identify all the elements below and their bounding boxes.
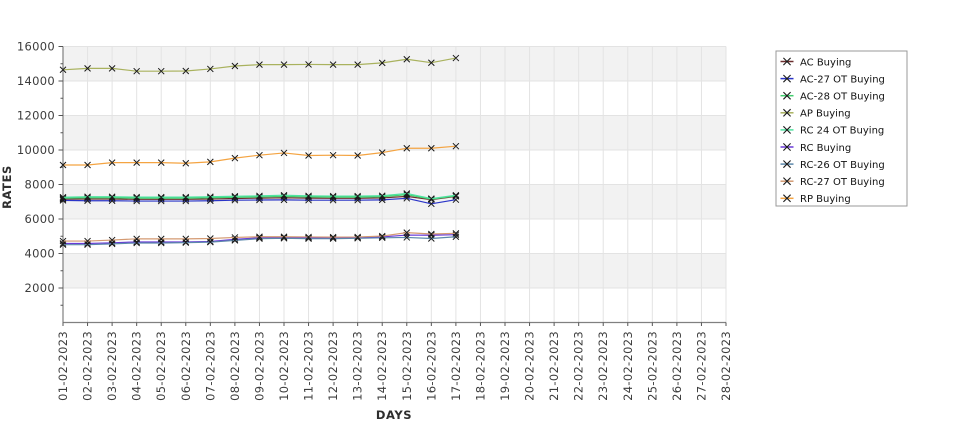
axes [58,46,727,326]
x-tick-label: 16-02-2023 [424,331,438,401]
series-markers-rc-27-ot-buying [59,229,460,245]
x-tick-label: 20-02-2023 [523,331,537,401]
legend-x-marker-icon [783,125,791,134]
legend: AC Buying AC-27 OT Buying AC-28 OT Buying A… [775,50,908,207]
legend-item-ac-27-ot-buying: AC-27 OT Buying [780,74,885,85]
legend-label: RP Buying [800,194,851,205]
legend-x-marker-icon [783,57,791,66]
legend-x-marker-icon [783,177,791,186]
y-tick-label: 14000 [17,74,55,88]
plot-band [63,184,726,219]
series-markers-rp-buying [59,142,460,169]
x-tick-label: 21-02-2023 [547,331,561,401]
legend-x-marker-icon [783,160,791,169]
x-tick-label: 04-02-2023 [130,331,144,401]
series-markers-rc-26-ot-buying [59,233,460,249]
series-markers-ac-27-ot-buying [59,194,460,208]
legend-label: AC-27 OT Buying [800,74,885,85]
legend-item-rc-27-ot-buying: RC-27 OT Buying [780,177,885,188]
plot-band [63,253,726,288]
legend-x-marker-icon [783,91,791,100]
x-tick-label: 08-02-2023 [228,331,242,401]
data-series [59,54,460,249]
x-tick-label: 12-02-2023 [326,331,340,401]
x-tick-label: 07-02-2023 [203,331,217,401]
legend-item-ac-buying: AC Buying [780,57,851,68]
x-tick-label: 28-02-2023 [719,331,733,401]
x-tick-label: 24-02-2023 [621,331,635,401]
plot-band [63,115,726,150]
x-tick-label: 26-02-2023 [670,331,684,401]
legend-item-rc-24-ot-buying: RC 24 OT Buying [780,125,884,137]
x-tick-label: 13-02-2023 [351,331,365,401]
x-tick-label: 02-02-2023 [81,331,95,401]
gridlines [62,46,727,323]
plot-bands [63,46,726,288]
plot-band [63,46,726,81]
x-tick-label: 18-02-2023 [473,331,487,401]
x-tick-label: 23-02-2023 [596,331,610,401]
x-axis-title: DAYS [376,408,412,422]
legend-x-marker-icon [783,143,791,151]
legend-item-ap-buying: AP Buying [780,108,851,120]
legend-box [775,50,908,207]
y-axis-title: RATES [0,165,14,209]
legend-item-rc-26-ot-buying: RC-26 OT Buying [780,160,885,171]
y-tick-label: 6000 [25,212,55,226]
x-tick-label: 01-02-2023 [56,331,70,401]
x-tick-label: 14-02-2023 [375,331,389,401]
y-tick-label: 12000 [17,109,55,123]
legend-label: RC-26 OT Buying [800,160,885,171]
x-tick-label: 06-02-2023 [179,331,193,401]
y-tick-label: 16000 [17,40,55,54]
x-tick-label: 15-02-2023 [400,331,414,401]
legend-label: RC Buying [800,143,851,154]
x-tick-label: 17-02-2023 [449,331,463,401]
y-tick-label: 4000 [25,247,55,261]
x-tick-label: 10-02-2023 [277,331,291,401]
legend-x-marker-icon [783,74,791,83]
x-tick-label: 03-02-2023 [105,331,119,401]
y-tick-label: 8000 [25,178,55,192]
x-tick-label: 25-02-2023 [645,331,659,401]
legend-label: AP Buying [800,109,851,120]
legend-label: RC-27 OT Buying [800,177,885,188]
legend-label: AC Buying [800,57,851,68]
x-tick-label: 09-02-2023 [252,331,266,401]
y-tick-label: 10000 [17,143,55,157]
legend-label: AC-28 OT Buying [800,92,885,103]
legend-x-marker-icon [783,194,791,203]
tick-labels: 2000 4000 6000 8000 10000 12000 14000 16000 01-0… [17,40,733,401]
x-tick-label: 11-02-2023 [302,331,316,401]
x-tick-label: 19-02-2023 [498,331,512,401]
y-tick-label: 2000 [25,281,55,295]
series-markers-ap-buying [59,54,460,75]
x-tick-label: 22-02-2023 [572,331,586,401]
legend-x-marker-icon [783,108,791,117]
x-tick-label: 27-02-2023 [694,331,708,401]
legend-item-ac-28-ot-buying: AC-28 OT Buying [780,91,885,103]
legend-item-rp-buying: RP Buying [780,194,851,205]
legend-label: RC 24 OT Buying [800,126,884,137]
legend-item-rc-buying: RC Buying [780,143,851,154]
series-markers-rc-24-ot-buying [59,190,460,202]
x-tick-label: 05-02-2023 [154,331,168,401]
